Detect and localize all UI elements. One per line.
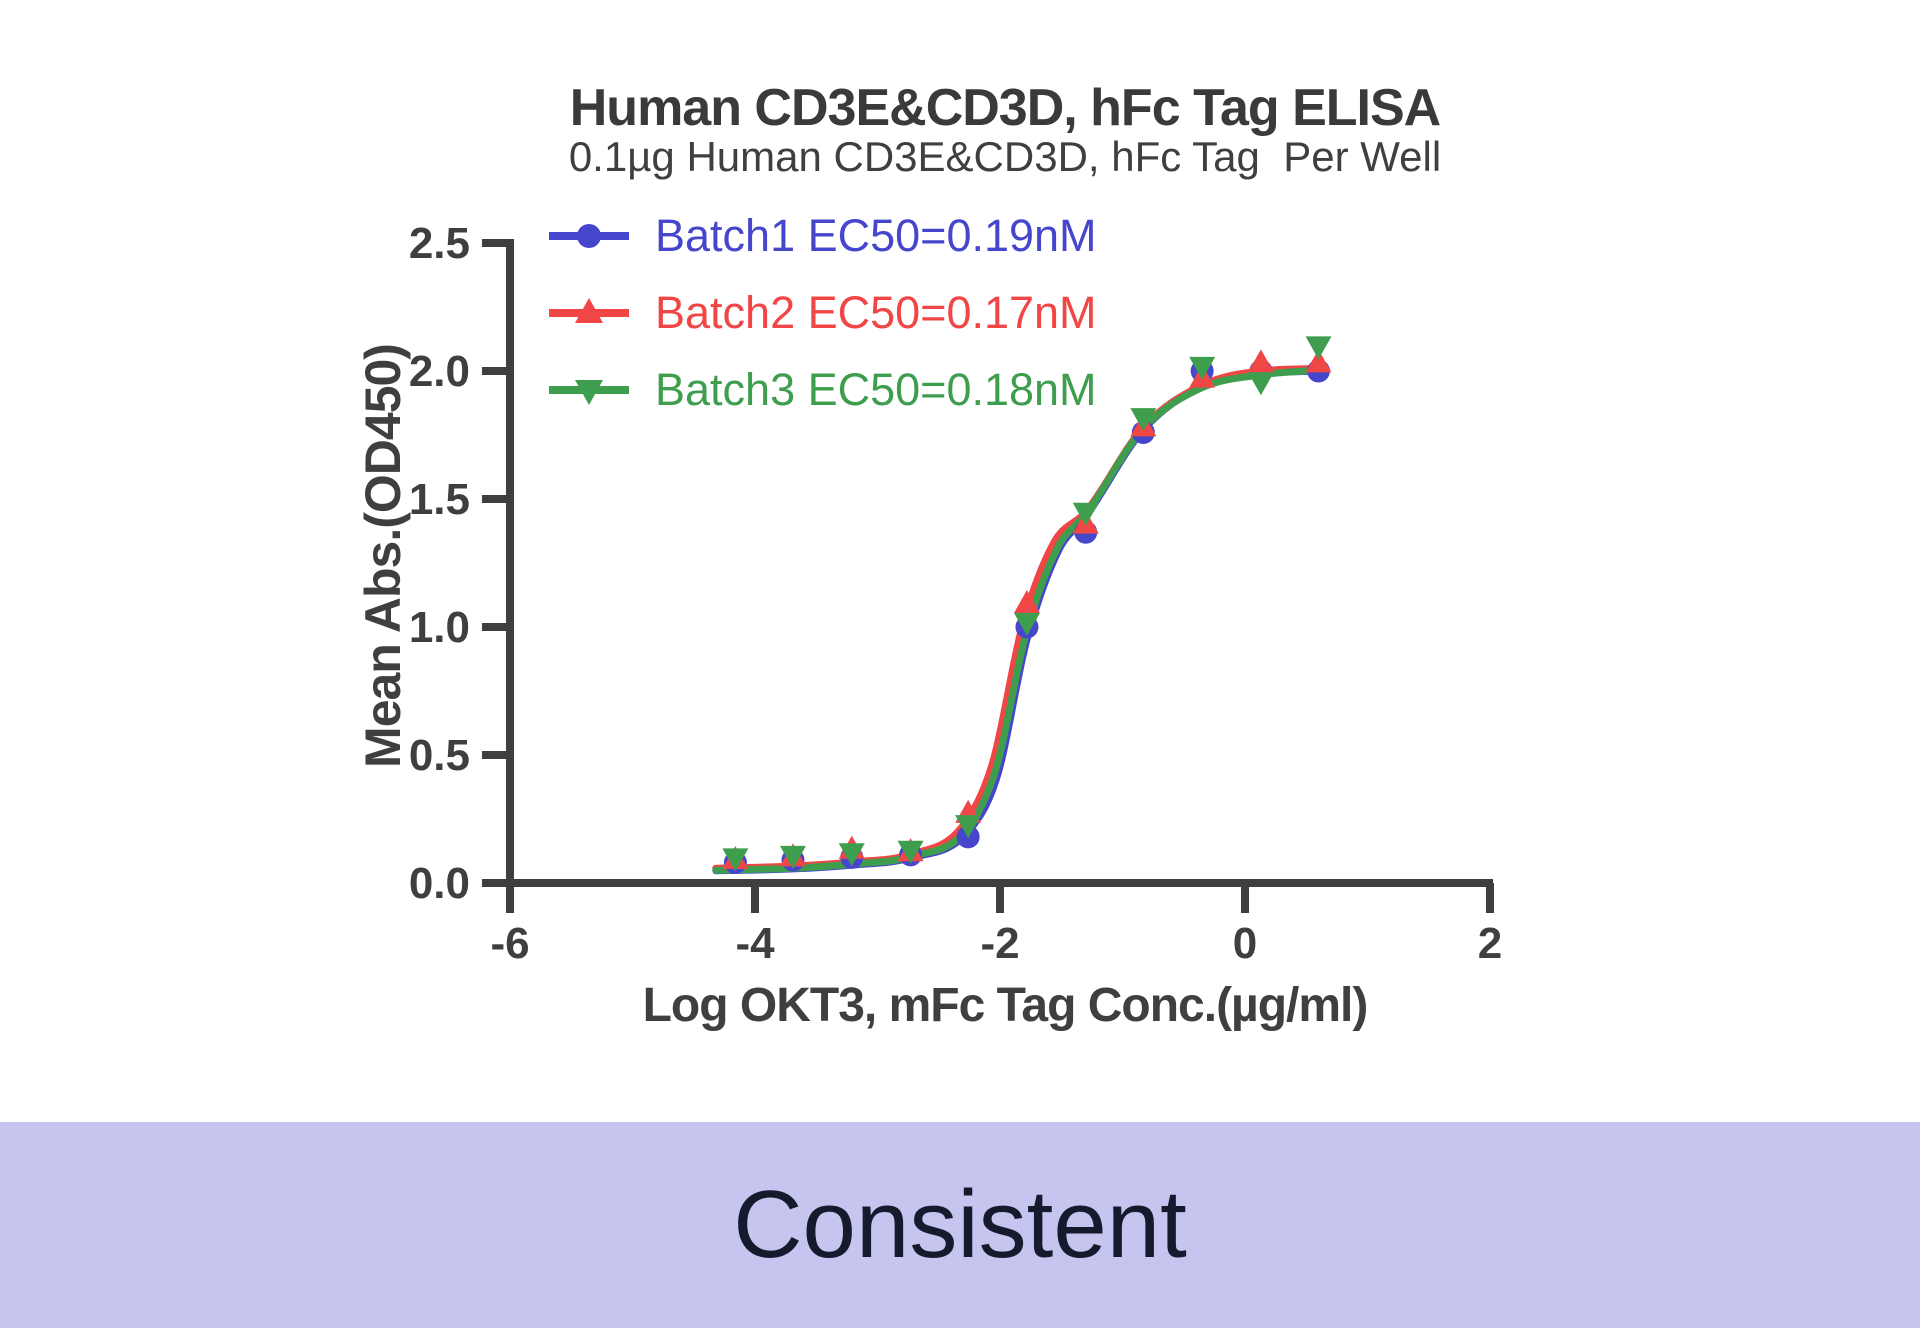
banner: Consistent: [0, 1122, 1920, 1328]
legend-label-batch2: Batch2 EC50=0.17nM: [655, 287, 1097, 338]
series-batch3-points: [722, 336, 1332, 872]
svg-text:-6: -6: [490, 919, 529, 968]
chart-subtitle: 0.1µg Human CD3E&CD3D, hFc Tag Per Well: [568, 133, 1442, 180]
elisa-dose-response-plot: 0.0 0.5 1.0 1.5 2.0 2.5 -6 -4 -2 0 2: [409, 219, 1502, 968]
legend: Batch1 EC50=0.19nM Batch2 EC50=0.17nM Ba…: [547, 210, 1097, 443]
batch3-marker-icon: [549, 380, 629, 405]
svg-text:-2: -2: [980, 919, 1019, 968]
svg-text:2: 2: [1478, 919, 1502, 968]
y-axis-title: Mean Abs.(OD450): [355, 344, 411, 768]
x-axis-ticks: -6 -4 -2 0 2: [490, 883, 1502, 968]
svg-text:0: 0: [1233, 919, 1257, 968]
svg-text:0.5: 0.5: [409, 731, 470, 780]
legend-label-batch3: Batch3 EC50=0.18nM: [655, 364, 1097, 415]
svg-text:2.0: 2.0: [409, 347, 470, 396]
svg-text:2.5: 2.5: [409, 219, 470, 268]
svg-text:1.0: 1.0: [409, 603, 470, 652]
legend-label-batch1: Batch1 EC50=0.19nM: [655, 210, 1097, 261]
batch2-marker-icon: [549, 298, 629, 323]
banner-text: Consistent: [733, 1171, 1187, 1278]
svg-text:-4: -4: [735, 919, 775, 968]
svg-text:0.0: 0.0: [409, 859, 470, 908]
chart-title: Human CD3E&CD3D, hFc Tag ELISA: [569, 79, 1441, 137]
x-axis-title: Log OKT3, mFc Tag Conc.(µg/ml): [642, 979, 1369, 1032]
legend-item-batch2: Batch2 EC50=0.17nM: [547, 287, 1097, 338]
svg-text:1.5: 1.5: [409, 475, 470, 524]
y-axis-ticks: 0.0 0.5 1.0 1.5 2.0 2.5: [409, 219, 510, 908]
legend-item-batch3: Batch3 EC50=0.18nM: [547, 364, 1097, 415]
batch1-marker-icon: [549, 224, 629, 248]
legend-item-batch1: Batch1 EC50=0.19nM: [547, 210, 1097, 261]
